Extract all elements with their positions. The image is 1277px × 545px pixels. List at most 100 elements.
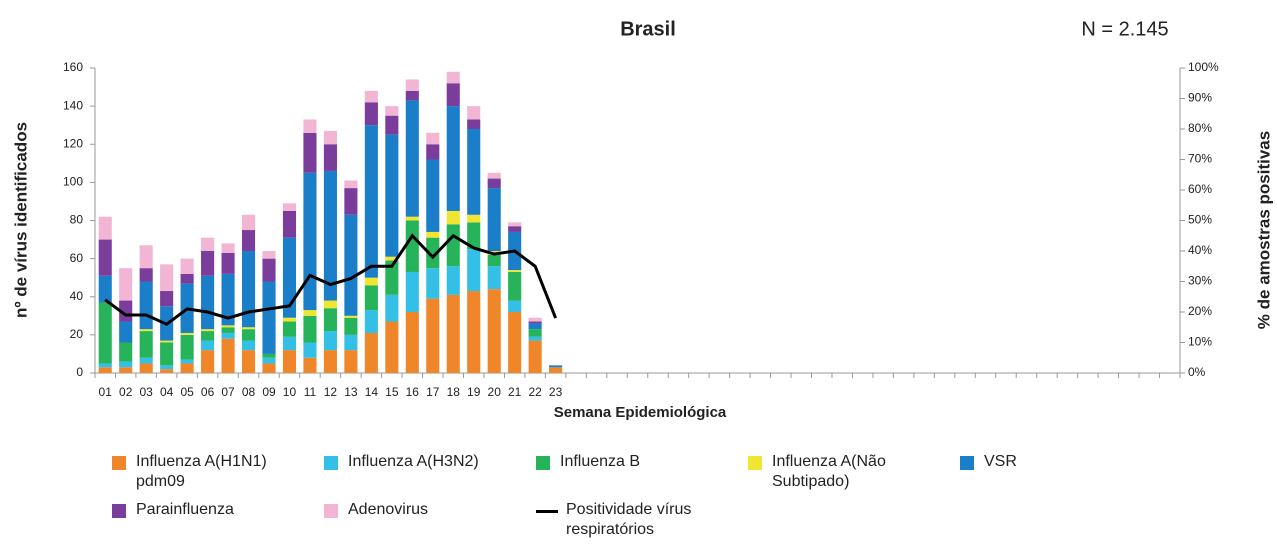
y-tick-label: 40	[70, 289, 84, 303]
bar-segment	[344, 188, 358, 215]
bar-segment	[221, 338, 235, 373]
y2-tick-label: 100%	[1188, 60, 1219, 74]
bar-segment	[467, 249, 481, 292]
bar-segment	[467, 214, 481, 223]
bar-segment	[323, 144, 337, 171]
bar-segment	[139, 245, 153, 269]
bar-segment	[426, 159, 440, 232]
bar-segment	[201, 350, 215, 373]
bar-segment	[119, 342, 133, 362]
bar-segment	[385, 106, 399, 116]
bar-segment	[303, 357, 317, 373]
bar-segment	[160, 365, 174, 370]
bar-segment	[323, 350, 337, 373]
x-tick-label: 08	[242, 385, 256, 399]
bar-segment	[98, 367, 112, 373]
bar-segment	[467, 129, 481, 215]
bar-segment	[446, 266, 460, 295]
bar-segment	[160, 342, 174, 366]
bar-segment	[508, 270, 522, 272]
bar-segment	[303, 119, 317, 133]
y-tick-label: 140	[63, 98, 83, 112]
bar-segment	[241, 350, 256, 373]
bar-segment	[467, 106, 481, 120]
bar-segment	[98, 275, 112, 303]
bar-segment	[364, 102, 378, 126]
bar-segment	[344, 317, 358, 335]
bar-segment	[426, 268, 440, 299]
bar-segment	[487, 266, 501, 290]
bar-segment	[487, 172, 501, 179]
bar-segment	[467, 291, 481, 373]
bar-segment	[262, 251, 276, 259]
bar-segment	[139, 329, 153, 332]
bar-segment	[241, 327, 256, 330]
bar-segment	[98, 302, 112, 364]
bar-segment	[344, 350, 358, 373]
y-tick-label: 160	[63, 60, 83, 74]
bar-segment	[282, 317, 297, 322]
legend-label: Positividade vírus respiratórios	[566, 501, 692, 538]
bar-segment	[385, 294, 399, 322]
bar-segment	[528, 321, 542, 324]
bar-segment	[139, 357, 153, 364]
bar-segment	[303, 342, 317, 358]
bar-segment	[139, 281, 153, 330]
bar-segment	[426, 298, 440, 373]
bar-segment	[180, 334, 194, 360]
x-axis-label: Semana Epidemiológica	[554, 404, 727, 421]
legend-label: VSR	[984, 453, 1017, 470]
legend-item: Adenovirus	[324, 500, 536, 540]
x-tick-label: 20	[488, 385, 502, 399]
y2-tick-label: 30%	[1188, 274, 1212, 288]
bar-segment	[528, 323, 542, 330]
bar-segment	[405, 220, 419, 272]
y2-tick-label: 50%	[1188, 213, 1212, 227]
y2-tick-label: 20%	[1188, 304, 1212, 318]
bar-segment	[508, 271, 522, 301]
bar-segment	[508, 312, 522, 373]
legend-item: Influenza A(Não Subtipado)	[748, 452, 960, 492]
x-tick-label: 18	[447, 385, 461, 399]
x-tick-label: 14	[365, 385, 379, 399]
bar-segment	[160, 340, 174, 343]
x-tick-label: 05	[180, 385, 194, 399]
legend-item: Positividade vírus respiratórios	[536, 500, 748, 540]
bar-segment	[241, 230, 256, 251]
bar-segment	[282, 350, 297, 373]
bar-segment	[487, 254, 501, 267]
bar-segment	[487, 289, 501, 373]
x-tick-label: 06	[201, 385, 215, 399]
bar-segment	[201, 331, 215, 341]
legend-label: Influenza A(H1N1) pdm09	[136, 453, 267, 490]
bar-segment	[385, 260, 399, 295]
bar-segment	[508, 300, 522, 312]
bar-segment	[528, 317, 542, 322]
legend-swatch	[112, 456, 126, 470]
bar-segment	[201, 329, 215, 332]
y-axis-label: nº de vírus identificados	[11, 122, 30, 318]
bar-segment	[405, 90, 419, 101]
bar-segment	[508, 222, 522, 227]
bar-segment	[282, 336, 297, 351]
bar-segment	[467, 222, 481, 250]
bar-segment	[201, 251, 215, 276]
y-tick-label: 20	[70, 327, 84, 341]
bar-segment	[405, 100, 419, 217]
x-tick-label: 19	[467, 385, 481, 399]
bar-segment	[139, 331, 153, 358]
bar-segment	[344, 334, 358, 351]
bar-segment	[241, 329, 256, 341]
legend-swatch	[748, 456, 762, 470]
legend-item: VSR	[960, 452, 1100, 492]
bar-segment	[405, 271, 419, 312]
legend-label: Influenza A(H3N2)	[348, 453, 479, 470]
bar-segment	[221, 252, 235, 274]
x-tick-label: 16	[406, 385, 420, 399]
bar-segment	[221, 273, 235, 326]
bar-segment	[282, 210, 297, 238]
bar-segment	[405, 79, 419, 91]
x-tick-label: 04	[160, 385, 174, 399]
chart-title: Brasil	[620, 18, 676, 40]
